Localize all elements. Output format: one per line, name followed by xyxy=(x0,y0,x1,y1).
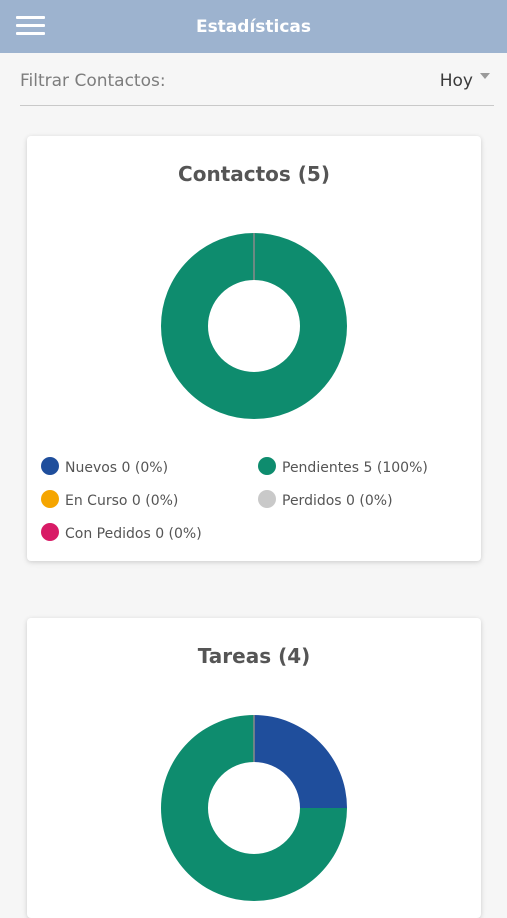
legend-label: Nuevos 0 (0%) xyxy=(65,460,169,476)
tasks-slice-0 xyxy=(254,715,347,808)
contacts-title: Contactos (5) xyxy=(178,162,330,186)
filter-dropdown[interactable]: Hoy xyxy=(414,53,494,105)
caret-down-icon xyxy=(480,73,490,79)
tasks-title: Tareas (4) xyxy=(197,644,311,668)
legend-dot xyxy=(41,490,59,508)
legend-item-en-curso: En Curso 0 (0%) xyxy=(41,490,179,511)
legend-label: Con Pedidos 0 (0%) xyxy=(65,526,202,542)
legend-dot xyxy=(258,490,276,508)
filter-selected-value: Hoy xyxy=(439,71,473,91)
legend-dot xyxy=(41,457,59,475)
legend-dot xyxy=(258,457,276,475)
legend-item-nuevos: Nuevos 0 (0%) xyxy=(41,457,169,478)
tasks-card: Tareas (4) xyxy=(27,618,481,918)
legend-item-con-pedidos: Con Pedidos 0 (0%) xyxy=(41,523,202,544)
tasks-slice-1 xyxy=(161,715,347,901)
legend-label: Perdidos 0 (0%) xyxy=(282,493,393,509)
filter-bar: Filtrar Contactos: Hoy xyxy=(20,53,494,106)
tasks-donut-chart xyxy=(161,715,347,901)
contacts-donut-chart xyxy=(161,233,347,419)
legend-label: En Curso 0 (0%) xyxy=(65,493,179,509)
legend-item-perdidos: Perdidos 0 (0%) xyxy=(258,490,393,511)
contacts-card: Contactos (5) Nuevos 0 (0%) Pendientes 5… xyxy=(27,136,481,561)
app-bar: Estadísticas xyxy=(0,0,507,53)
legend-dot xyxy=(41,523,59,541)
legend-item-pendientes: Pendientes 5 (100%) xyxy=(258,457,428,478)
legend-label: Pendientes 5 (100%) xyxy=(282,460,428,476)
filter-label: Filtrar Contactos: xyxy=(20,71,166,91)
menu-icon[interactable] xyxy=(16,14,46,38)
page-title: Estadísticas xyxy=(195,17,312,37)
